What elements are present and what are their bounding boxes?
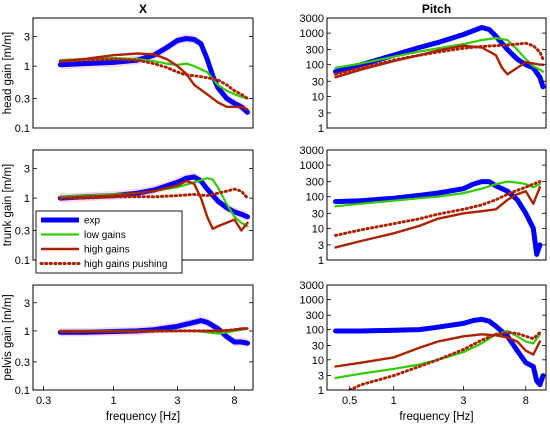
series-high-gains-pushing xyxy=(334,180,542,237)
panel-data xyxy=(57,316,250,348)
panel-data xyxy=(333,179,543,257)
y-tick-label: 30 xyxy=(312,76,324,88)
y-axis-label: pelvis gain [m/m] xyxy=(2,294,14,380)
x-tick-label: 0.3 xyxy=(36,395,51,407)
y-tick-label: 300 xyxy=(306,177,324,189)
y-tick-label: 100 xyxy=(306,60,324,72)
y-tick-label: 1 xyxy=(24,61,30,73)
axes-box xyxy=(326,149,547,261)
series-low-gains xyxy=(334,180,542,208)
panel-r2-c0: 0.1 0.3 1 3 0.3 1 3 8 pelvis gain [m/m] frequency… xyxy=(2,284,254,423)
y-tick-label: 0.1 xyxy=(15,385,30,397)
y-tick-label: 300 xyxy=(306,45,324,57)
y-tick-label: 3000 xyxy=(300,13,324,25)
legend-label-high-gains: high gains xyxy=(84,245,130,256)
series-high-gains-pushing xyxy=(58,57,249,100)
x-tick-label: 3 xyxy=(174,395,180,407)
series-exp xyxy=(333,25,546,90)
panel-r1-c0: 0.1 0.3 1 3 trunk gain [m/m] xyxy=(2,149,254,267)
legend: exp low gains high gains high gains pushing xyxy=(35,210,183,274)
axes-box xyxy=(32,284,254,391)
panel-r0-c1: 1 3 10 30 100 300 1000 3000 Pitch xyxy=(300,2,547,135)
y-tick-label: 3000 xyxy=(300,280,324,292)
y-tick-label: 1 xyxy=(318,385,324,397)
y-tick-label: 1 xyxy=(318,255,324,267)
y-tick-label: 0.3 xyxy=(15,93,30,105)
series-high-gains-pushing xyxy=(58,187,249,200)
y-tick-label: 3 xyxy=(24,164,30,176)
series-exp xyxy=(57,36,250,115)
panel-data xyxy=(57,34,250,117)
x-axis-label: frequency [Hz] xyxy=(399,411,473,423)
series-low-gains xyxy=(334,36,545,73)
x-tick-label: 8 xyxy=(523,395,529,407)
panel-r2-c1: 1 3 10 30 100 300 1000 3000 0.5 1 3 8 frequency [Hz] xyxy=(300,280,547,423)
y-axis-label: head gain [m/m] xyxy=(2,32,14,114)
x-axis-label: frequency [Hz] xyxy=(106,411,180,423)
series-exp xyxy=(333,179,543,257)
series-low-gains xyxy=(334,329,542,380)
y-tick-label: 3 xyxy=(24,298,30,310)
series-high-gains xyxy=(59,179,249,232)
y-tick-label: 10 xyxy=(312,223,324,235)
y-tick-label: 100 xyxy=(306,192,324,204)
y-tick-label: 10 xyxy=(312,355,324,367)
y-tick-label: 30 xyxy=(312,340,324,352)
y-tick-label: 1000 xyxy=(300,294,324,306)
axes-box xyxy=(326,284,547,391)
panel-r1-c1: 1 3 10 30 100 300 1000 3000 xyxy=(300,145,547,267)
y-tick-label: 3000 xyxy=(300,145,324,157)
legend-label-exp: exp xyxy=(84,216,101,227)
y-tick-label: 1 xyxy=(318,123,324,135)
y-tick-label: 30 xyxy=(312,208,324,220)
y-tick-label: 100 xyxy=(306,325,324,337)
series-high-gains xyxy=(334,333,542,368)
series-high-gains-pushing xyxy=(348,331,542,390)
series-high-gains-pushing xyxy=(334,41,545,76)
y-tick-label: 0.3 xyxy=(15,225,30,237)
y-tick-label: 0.1 xyxy=(15,123,30,135)
x-tick-label: 0.5 xyxy=(342,395,357,407)
axes-box xyxy=(326,17,547,129)
y-tick-label: 300 xyxy=(306,310,324,322)
y-tick-label: 3 xyxy=(318,240,324,252)
y-tick-label: 3 xyxy=(318,371,324,383)
y-tick-label: 1 xyxy=(24,326,30,338)
panel-data xyxy=(333,25,546,90)
legend-label-low-gains: low gains xyxy=(84,230,126,241)
y-tick-label: 3 xyxy=(318,108,324,120)
x-tick-label: 8 xyxy=(231,395,237,407)
series-high-gains-pushing xyxy=(58,327,249,333)
x-tick-label: 3 xyxy=(460,395,466,407)
y-tick-label: 10 xyxy=(312,91,324,103)
y-axis-label: trunk gain [m/m] xyxy=(2,164,14,246)
y-tick-label: 0.1 xyxy=(15,255,30,267)
legend-label-high-gains-pushing: high gains pushing xyxy=(84,259,167,270)
y-tick-label: 1000 xyxy=(300,160,324,172)
exp-variance-band xyxy=(60,172,248,222)
y-tick-label: 3 xyxy=(24,32,30,44)
x-tick-label: 1 xyxy=(111,395,117,407)
y-tick-label: 1000 xyxy=(300,28,324,40)
panel-data xyxy=(333,316,546,390)
y-tick-label: 0.3 xyxy=(15,357,30,369)
column-title: X xyxy=(139,2,147,16)
y-tick-label: 1 xyxy=(24,193,30,205)
series-exp xyxy=(333,316,546,388)
column-title: Pitch xyxy=(422,2,451,16)
x-tick-label: 1 xyxy=(391,395,397,407)
axes-box xyxy=(32,17,254,129)
panel-data xyxy=(57,172,250,232)
series-high-gains xyxy=(334,185,542,249)
